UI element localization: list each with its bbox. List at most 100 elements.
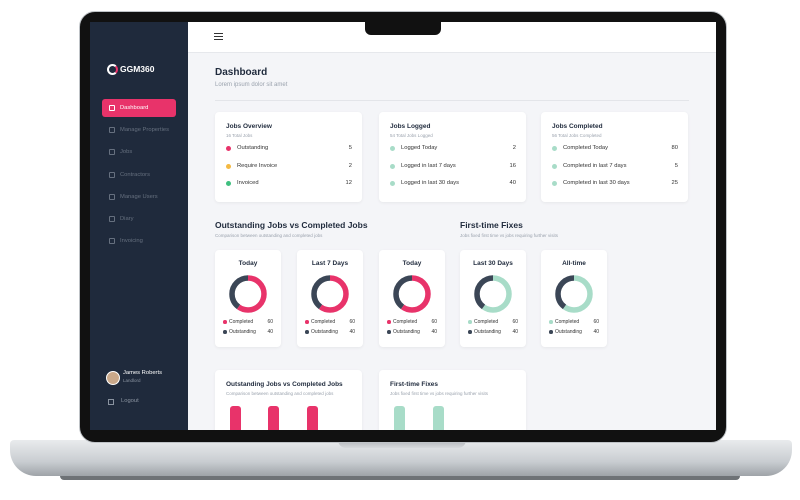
page-subtitle: Lorem ipsum dolor sit amet (215, 82, 288, 88)
card-title: Jobs Completed (552, 123, 603, 130)
legend-value: 40 (593, 329, 599, 335)
nav-icon (109, 194, 115, 200)
item-label: Completed in last 7 days (563, 162, 627, 169)
menu-icon[interactable] (214, 36, 223, 38)
donut (393, 275, 431, 313)
nav-icon (109, 149, 115, 155)
legend-dot (387, 320, 391, 324)
legend-value: 60 (349, 319, 355, 325)
item-value: 25 (671, 180, 678, 186)
bar (394, 406, 405, 430)
laptop-feet (60, 476, 740, 480)
nav-item[interactable]: Dashboard (102, 99, 176, 117)
user-name: James Roberts (123, 370, 162, 376)
nav-label: Contractors (120, 172, 150, 178)
card-subtitle: 16 Total Jobs (226, 133, 253, 138)
donut-title: Last 7 Days (311, 260, 349, 267)
legend-dot (468, 320, 472, 324)
nav-label: Diary (120, 216, 134, 222)
bar (268, 406, 279, 430)
status-dot (226, 163, 231, 169)
item-value: 5 (674, 162, 678, 169)
nav-item[interactable]: Jobs (102, 143, 176, 161)
donut-segment (474, 275, 512, 313)
bar (433, 406, 444, 430)
item-label: Logged Today (401, 145, 438, 151)
legend-value: 40 (512, 329, 518, 335)
laptop-groove (338, 440, 466, 448)
section-subtitle: Jobs fixed first time vs jobs requiring … (460, 233, 559, 238)
donut-card: All-time Completed 60 Outstanding 40 (541, 250, 607, 347)
item-label: Completed in last 30 days (563, 180, 630, 186)
legend-label: Completed (311, 319, 336, 325)
item-value: 2 (348, 162, 352, 169)
legend-value: 40 (349, 329, 355, 335)
donut-segment (555, 275, 593, 313)
card-subtitle: 54 Total Jobs Logged (390, 133, 433, 138)
status-dot (552, 163, 557, 169)
donut-card: Last 30 Days Completed 60 Outstanding 40 (460, 250, 526, 347)
item-label: Require Invoice (237, 162, 278, 169)
user-role: Landlord (123, 378, 141, 383)
legend-label: Outstanding (229, 329, 256, 335)
donut-segment (311, 275, 349, 313)
donut-segment (393, 275, 431, 313)
status-dot (226, 181, 231, 186)
section-subtitle: Comparison between outstanding and compl… (215, 233, 323, 238)
item-label: Completed Today (563, 145, 609, 151)
nav-item[interactable]: Contractors (102, 166, 176, 184)
donut-title: Today (402, 260, 422, 267)
avatar (106, 371, 120, 385)
menu-icon[interactable] (214, 33, 223, 35)
nav-item[interactable]: Invoicing (102, 232, 176, 250)
nav-item[interactable]: Manage Properties (102, 121, 176, 139)
item-value: 80 (671, 145, 678, 151)
card-subtitle: Comparison between outstanding and compl… (226, 391, 334, 396)
legend-value: 60 (267, 319, 273, 325)
sidebar: GGM360 Dashboard Manage Properties Jobs Con… (90, 22, 188, 430)
legend-dot (387, 330, 391, 334)
item-label: Logged in last 7 days (401, 162, 456, 169)
legend-dot (549, 330, 553, 334)
donut-title: All-time (562, 260, 586, 267)
donut (229, 275, 267, 313)
item-label: Invoiced (237, 180, 259, 186)
legend-value: 60 (593, 319, 599, 325)
logo-icon (107, 64, 118, 75)
status-dot (552, 146, 557, 151)
legend-value: 40 (267, 329, 273, 335)
chart-card: Outstanding Jobs vs Completed Jobs Compar… (215, 370, 362, 430)
card-subtitle: Jobs fixed first time vs jobs requiring … (390, 391, 489, 396)
bar (307, 406, 318, 430)
card-subtitle: 56 Total Jobs Completed (552, 133, 602, 138)
nav-item[interactable]: Manage Users (102, 188, 176, 206)
legend-label: Outstanding (555, 329, 582, 335)
section-title: Outstanding Jobs vs Completed Jobs (215, 220, 368, 230)
legend-label: Completed (555, 319, 580, 325)
logout-icon (108, 399, 114, 405)
item-value: 12 (345, 180, 352, 186)
status-dot (390, 146, 395, 151)
card-title: Jobs Logged (390, 123, 431, 130)
nav-icon (109, 172, 115, 178)
item-label: Logged in last 30 days (401, 180, 460, 186)
nav-label: Jobs (120, 149, 133, 155)
card-title: Outstanding Jobs vs Completed Jobs (226, 381, 343, 388)
logout[interactable]: Logout (121, 398, 139, 404)
card-title: Jobs Overview (226, 123, 272, 130)
section-title: First-time Fixes (460, 220, 523, 230)
item-value: 5 (348, 145, 352, 151)
donut (474, 275, 512, 313)
item-value: 2 (512, 145, 516, 151)
menu-icon[interactable] (214, 39, 223, 41)
nav-icon (109, 216, 115, 222)
item-label: Outstanding (237, 145, 269, 151)
nav-item[interactable]: Diary (102, 210, 176, 228)
page-title: Dashboard (215, 67, 268, 78)
legend-label: Outstanding (393, 329, 420, 335)
camera-notch (365, 22, 441, 35)
status-dot (552, 181, 557, 186)
status-dot (390, 181, 395, 186)
donut-title: Last 30 Days (473, 260, 513, 267)
nav-label: Invoicing (120, 238, 143, 244)
